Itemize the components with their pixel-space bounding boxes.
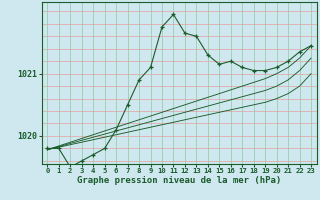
X-axis label: Graphe pression niveau de la mer (hPa): Graphe pression niveau de la mer (hPa) (77, 176, 281, 185)
